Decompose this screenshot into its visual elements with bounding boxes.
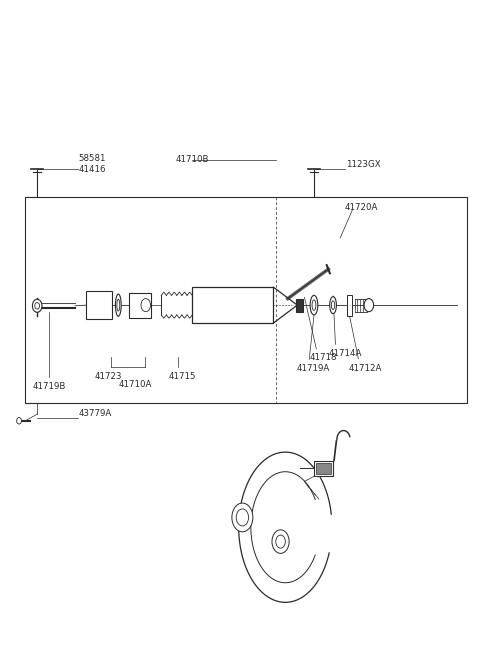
Circle shape (236, 509, 249, 526)
Ellipse shape (312, 300, 316, 310)
Text: 41710B: 41710B (176, 155, 209, 164)
Bar (192, 287, 274, 323)
Text: 58581
41416: 58581 41416 (79, 154, 106, 174)
Text: 41715: 41715 (168, 373, 196, 381)
Ellipse shape (310, 295, 318, 315)
Bar (25, 197, 467, 403)
Circle shape (17, 417, 22, 424)
Circle shape (276, 535, 285, 548)
Text: 41723: 41723 (95, 373, 122, 381)
Text: 43779A: 43779A (79, 409, 112, 418)
Ellipse shape (116, 294, 121, 316)
Text: 41720A: 41720A (345, 203, 378, 212)
Text: 1123GX: 1123GX (346, 159, 381, 169)
Circle shape (364, 298, 373, 312)
Circle shape (141, 298, 151, 312)
Text: 41712A: 41712A (349, 364, 382, 373)
Bar (296, 298, 303, 312)
Text: 41710A: 41710A (118, 380, 152, 389)
Bar (348, 295, 352, 316)
Text: 41714A: 41714A (328, 349, 361, 358)
Ellipse shape (330, 297, 336, 314)
Bar (86, 291, 112, 319)
Circle shape (35, 302, 39, 309)
Ellipse shape (331, 301, 335, 310)
Bar (129, 293, 151, 318)
Bar (316, 463, 331, 474)
Ellipse shape (117, 299, 120, 311)
Text: 41719A: 41719A (296, 364, 330, 373)
Text: 41718: 41718 (309, 353, 336, 362)
Bar (314, 461, 333, 476)
Circle shape (33, 299, 42, 312)
Circle shape (272, 530, 289, 554)
Circle shape (232, 503, 253, 532)
Text: 41719B: 41719B (33, 382, 66, 390)
